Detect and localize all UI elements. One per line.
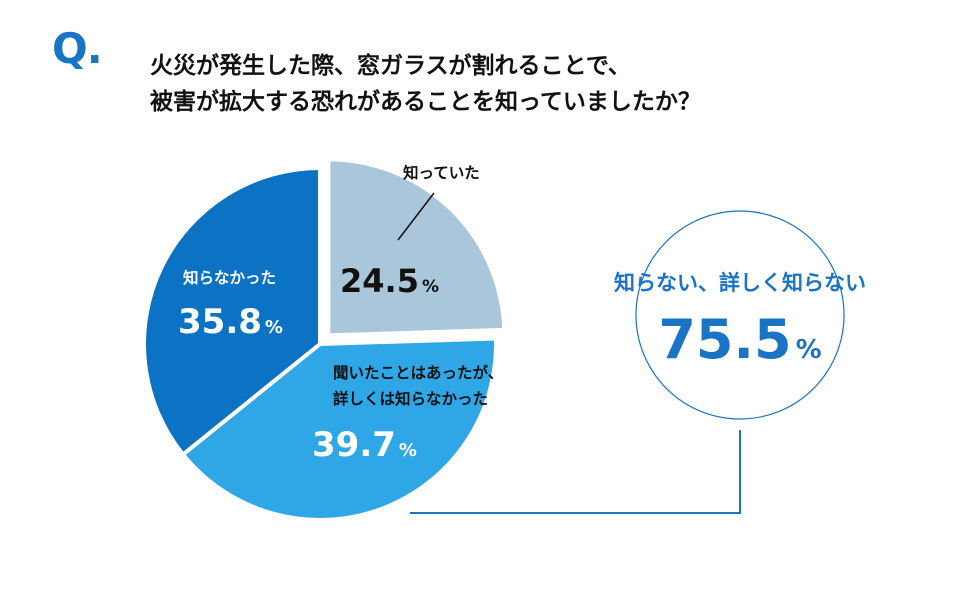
question-text: 火災が発生した際、窓ガラスが割れることで、 被害が拡大する恐れがあることを知って…: [150, 48, 930, 120]
callout-connector: [410, 430, 741, 514]
pie-slices: [142, 157, 507, 522]
pie-slice-knew: [326, 157, 507, 338]
slice-value-didnt-know: 35.8%: [178, 302, 283, 342]
callout-value: 75.5%: [658, 308, 821, 371]
question-line-1: 火災が発生した際、窓ガラスが割れることで、: [150, 53, 631, 79]
callout-circle: [635, 210, 845, 420]
slice-label-heard-line-2: 詳しくは知らなかった: [333, 389, 488, 408]
callout-label: 知らない、詳しく知らない: [614, 271, 866, 295]
slice-label-didnt-know: 知らなかった: [183, 268, 276, 287]
slice-value-heard: 39.7%: [312, 425, 417, 465]
slice-label-heard-line-1: 聞いたことはあったが、: [333, 363, 503, 382]
pie-slice-heard: [180, 336, 498, 522]
slice-value-knew: 24.5%: [340, 262, 439, 300]
question-line-2: 被害が拡大する恐れがあることを知っていましたか？: [150, 89, 701, 115]
leader-line-knew: [397, 192, 435, 241]
question-mark-label: Q.: [52, 24, 103, 73]
slice-label-knew: 知っていた: [403, 163, 480, 182]
pie-slice-didnt-know: [142, 165, 322, 458]
